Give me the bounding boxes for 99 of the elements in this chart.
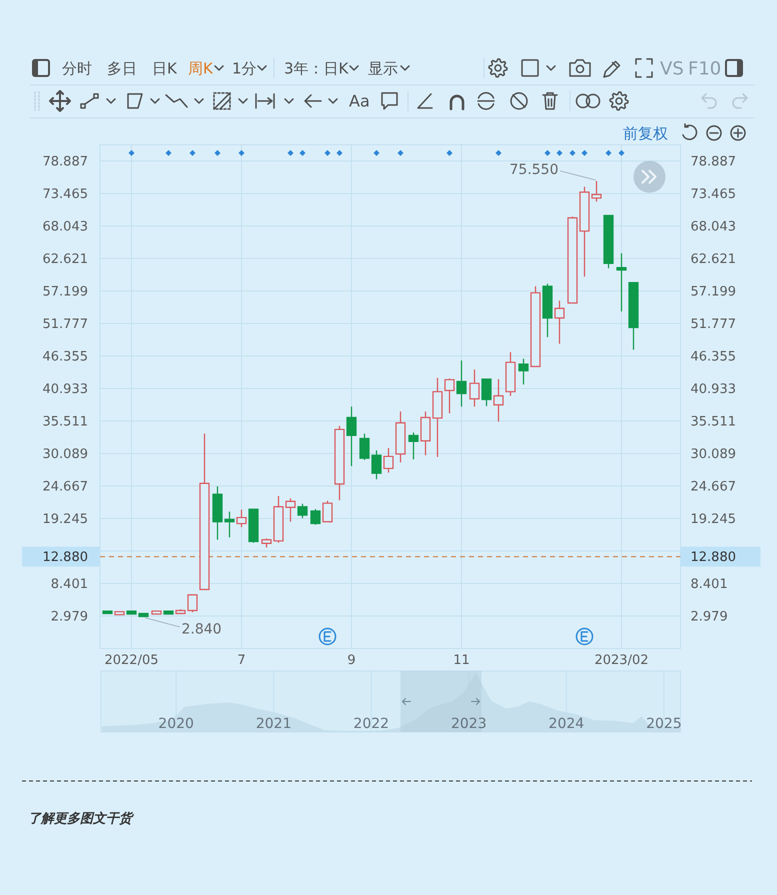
candlestick (616, 252, 627, 312)
y2-tick-label: 8.401 (690, 577, 728, 592)
candlestick (285, 498, 296, 522)
candlestick (163, 610, 174, 616)
text: 前复权 (623, 124, 668, 142)
text: 1分 (232, 59, 257, 78)
candlestick (395, 410, 406, 464)
y-tick-label: 8.401 (50, 577, 88, 592)
candlestick (628, 281, 639, 350)
x-tick-label: 2023 (450, 716, 487, 732)
ref-line-label: 12.880 (690, 550, 736, 566)
x-tick-label: 2021 (256, 716, 292, 732)
y-tick-label: 73.465 (42, 187, 88, 202)
candlestick (579, 186, 590, 278)
candlestick (346, 406, 357, 467)
x-tick-label: 2020 (158, 716, 194, 732)
text: 日K (152, 59, 178, 78)
candlestick (371, 450, 382, 480)
candlestick (505, 352, 516, 396)
y2-tick-label: 30.089 (690, 447, 736, 462)
y-tick-label: 24.667 (42, 480, 88, 495)
x-tick-label: 2023/02 (594, 653, 649, 668)
candlestick (261, 538, 272, 548)
y2-tick-label: 68.043 (690, 220, 736, 235)
candlestick (199, 433, 210, 591)
candlestick (420, 410, 431, 456)
y-tick-label: 57.199 (42, 284, 88, 300)
candlestick (481, 378, 492, 407)
y2-tick-label: 35.511 (690, 414, 736, 430)
candlestick (383, 447, 394, 474)
text: 12.880 (42, 550, 88, 566)
y2-tick-label: 73.465 (690, 187, 736, 202)
text: 显示 (368, 59, 398, 78)
candlestick (236, 509, 247, 528)
candlestick (138, 612, 149, 618)
text: 3年：日K (284, 59, 350, 78)
y2-tick-label: 51.777 (690, 317, 736, 332)
text: 分时 (62, 59, 92, 78)
candlestick (212, 486, 223, 540)
candlestick (567, 216, 578, 304)
y-tick-label: 46.355 (42, 350, 88, 365)
y2-tick-label: 24.667 (690, 480, 736, 495)
annotation: 2.840 (182, 622, 222, 638)
text: 多日 (107, 59, 137, 78)
candlestick (542, 283, 553, 338)
candlestick (493, 378, 504, 422)
x-tick-label: 2022 (353, 716, 390, 732)
text: VS (660, 58, 684, 80)
y2-tick-label: 62.621 (690, 252, 736, 268)
x-tick-label: 7 (237, 653, 246, 668)
y2-tick-label: 2.979 (690, 610, 728, 625)
y-tick-label: 51.777 (42, 317, 88, 332)
candlestick (114, 610, 125, 616)
candlestick (408, 432, 419, 460)
x-tick-label: 2024 (548, 716, 584, 732)
y2-tick-label: 78.887 (690, 154, 736, 170)
y-tick-label: 19.245 (42, 512, 88, 528)
candlestick (334, 425, 345, 501)
candlestick (224, 510, 235, 538)
y-tick-label: 30.089 (42, 447, 88, 462)
text: 周K (188, 59, 214, 78)
candlestick (322, 500, 333, 523)
y-tick-label: 2.979 (50, 610, 88, 625)
candlestick (187, 594, 198, 613)
candlestick (151, 610, 162, 616)
text: F10 (688, 58, 722, 80)
y-tick-label: 68.043 (42, 220, 88, 235)
candlestick (359, 433, 370, 461)
candlestick (591, 180, 602, 202)
candlestick (273, 495, 284, 544)
candlestick (297, 503, 308, 519)
candlestick (248, 508, 259, 544)
y-tick-label: 62.621 (42, 252, 88, 268)
y2-tick-label: 19.245 (690, 512, 736, 528)
text: Aa (349, 92, 370, 111)
x-tick-label: 11 (453, 653, 470, 668)
x-tick-label: 2022/05 (104, 653, 159, 668)
candlestick (432, 377, 443, 458)
candlestick (518, 358, 529, 386)
y-tick-label: 40.933 (42, 382, 88, 398)
y2-tick-label: 40.933 (690, 382, 736, 398)
candlestick (102, 610, 113, 615)
candlestick (554, 300, 565, 344)
candlestick (603, 214, 614, 269)
candlestick (310, 508, 321, 526)
candlestick (456, 360, 467, 408)
candlestick (530, 286, 541, 368)
annotation: 75.550 (510, 162, 558, 178)
y2-tick-label: 46.355 (690, 350, 736, 365)
y-tick-label: 35.511 (42, 414, 88, 430)
candlestick (126, 610, 137, 616)
y2-tick-label: 57.199 (690, 284, 736, 300)
x-tick-label: 9 (347, 653, 356, 668)
candlestick (175, 608, 186, 615)
text: 了解更多图文干货 (28, 810, 135, 827)
x-tick-label: 2025 (646, 716, 682, 732)
y-tick-label: 78.887 (42, 154, 88, 170)
candlestick (469, 368, 480, 408)
candlestick (444, 378, 455, 414)
